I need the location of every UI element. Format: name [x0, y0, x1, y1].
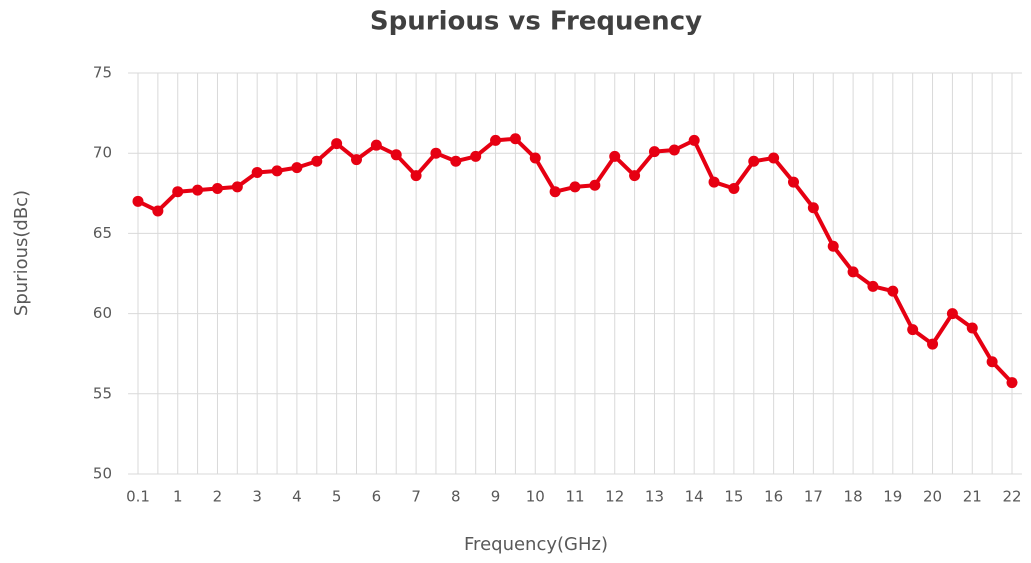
x-tick-label: 18 [844, 488, 863, 506]
data-point [827, 240, 839, 252]
x-tick-label: 21 [963, 488, 982, 506]
y-axis-label: Spurious(dBc) [11, 190, 32, 316]
y-tick-label: 75 [93, 64, 112, 82]
data-point [788, 176, 799, 188]
data-point [907, 324, 919, 336]
data-point [251, 166, 263, 178]
x-tick-label: 17 [804, 488, 823, 506]
data-point [847, 266, 859, 278]
data-point [768, 152, 780, 164]
data-point [986, 356, 998, 368]
data-point [291, 162, 303, 174]
x-tick-label: 0.1 [126, 488, 150, 506]
y-tick-label: 65 [93, 224, 112, 242]
data-point [132, 195, 144, 207]
x-tick-label: 12 [605, 488, 624, 506]
data-point [331, 138, 343, 150]
data-point [390, 149, 402, 161]
data-point [370, 139, 382, 151]
data-point [529, 152, 541, 164]
x-tick-label: 16 [764, 488, 783, 506]
data-point [728, 182, 740, 194]
x-tick-label: 9 [491, 488, 501, 506]
data-point [152, 205, 164, 217]
data-point [1006, 377, 1018, 389]
x-tick-label: 5 [332, 488, 342, 506]
x-tick-label: 15 [724, 488, 743, 506]
data-point [450, 155, 462, 167]
x-tick-label: 4 [292, 488, 302, 506]
data-point [549, 186, 561, 198]
data-point [609, 150, 621, 162]
data-point [410, 170, 422, 182]
data-point [569, 181, 581, 193]
chart-title: Spurious vs Frequency [370, 7, 702, 37]
data-point [966, 322, 978, 334]
y-tick-label: 60 [93, 304, 112, 322]
x-tick-label: 11 [565, 488, 584, 506]
y-tick-label: 55 [93, 384, 112, 402]
x-axis-label: Frequency(GHz) [464, 534, 608, 555]
data-point [172, 186, 184, 198]
x-tick-label: 14 [685, 488, 704, 506]
data-point [271, 165, 283, 177]
y-tick-label: 50 [93, 465, 112, 483]
x-tick-label: 10 [526, 488, 545, 506]
data-point [867, 280, 879, 292]
x-tick-label: 7 [411, 488, 421, 506]
data-point [946, 308, 958, 320]
data-point [688, 134, 700, 146]
data-point [490, 134, 502, 146]
data-point [927, 338, 939, 350]
x-tick-label: 19 [883, 488, 902, 506]
data-point [668, 144, 680, 156]
data-point [311, 155, 323, 167]
data-point [430, 147, 442, 159]
x-tick-label: 2 [213, 488, 223, 506]
data-point [211, 182, 223, 194]
data-point [231, 181, 243, 193]
x-tick-label: 20 [923, 488, 942, 506]
data-point [648, 146, 660, 158]
x-tick-label: 3 [252, 488, 262, 506]
y-tick-label: 70 [93, 144, 112, 162]
data-point [807, 202, 819, 214]
x-tick-label: 8 [451, 488, 461, 506]
data-point [509, 133, 521, 145]
x-tick-label: 13 [645, 488, 664, 506]
data-point [887, 285, 899, 297]
x-tick-label: 6 [372, 488, 382, 506]
x-tick-label: 22 [1002, 488, 1021, 506]
data-point [629, 170, 641, 182]
data-point [351, 154, 362, 166]
data-point [748, 155, 760, 167]
data-point [192, 184, 204, 196]
x-tick-label: 1 [173, 488, 183, 506]
data-point [708, 176, 720, 188]
data-point [589, 179, 601, 191]
data-point [470, 150, 482, 162]
